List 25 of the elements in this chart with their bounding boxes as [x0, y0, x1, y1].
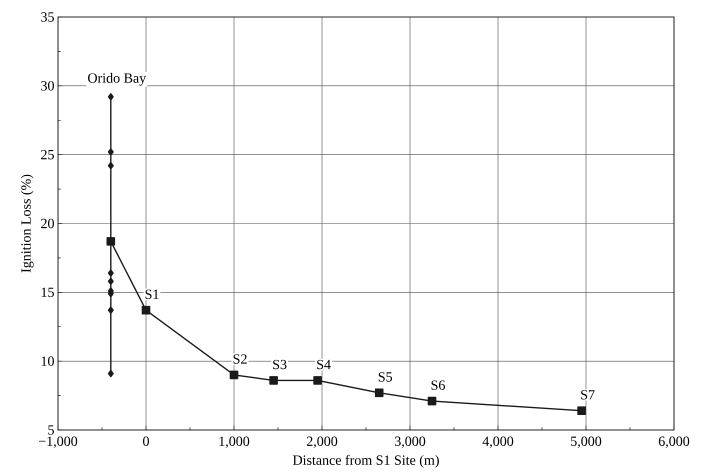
- annotation: Orido Bay: [88, 72, 146, 86]
- annotation: S2: [234, 354, 247, 364]
- y-tick-label: 35: [41, 12, 54, 22]
- x-tick-label: −1,000: [39, 436, 78, 448]
- y-tick-label: 10: [42, 356, 54, 366]
- y-tick-label: 15: [42, 288, 54, 298]
- annotation: S4: [317, 360, 331, 370]
- annotation: S7: [581, 390, 595, 400]
- x-tick-label: 3,000: [394, 436, 426, 448]
- x-tick-label: 4,000: [482, 436, 514, 448]
- x-tick-label: 0: [143, 436, 149, 446]
- y-tick-label: 25: [41, 150, 54, 160]
- x-tick-label: 2,000: [306, 436, 338, 448]
- x-tick-label: 1,000: [219, 436, 250, 448]
- y-tick-label: 5: [48, 425, 54, 435]
- y-tick-label: 30: [41, 81, 54, 91]
- annotation: S6: [432, 380, 445, 390]
- x-tick-label: 6,000: [658, 436, 690, 448]
- annotation: S3: [273, 360, 286, 370]
- x-axis-title: Distance from S1 Site (m): [292, 454, 439, 468]
- annotation: S5: [378, 372, 392, 382]
- x-tick-label: 5,000: [571, 436, 602, 448]
- annotation: S1: [146, 290, 159, 300]
- y-axis-title: Ignition Loss (%): [20, 174, 34, 272]
- y-tick-label: 20: [41, 218, 54, 228]
